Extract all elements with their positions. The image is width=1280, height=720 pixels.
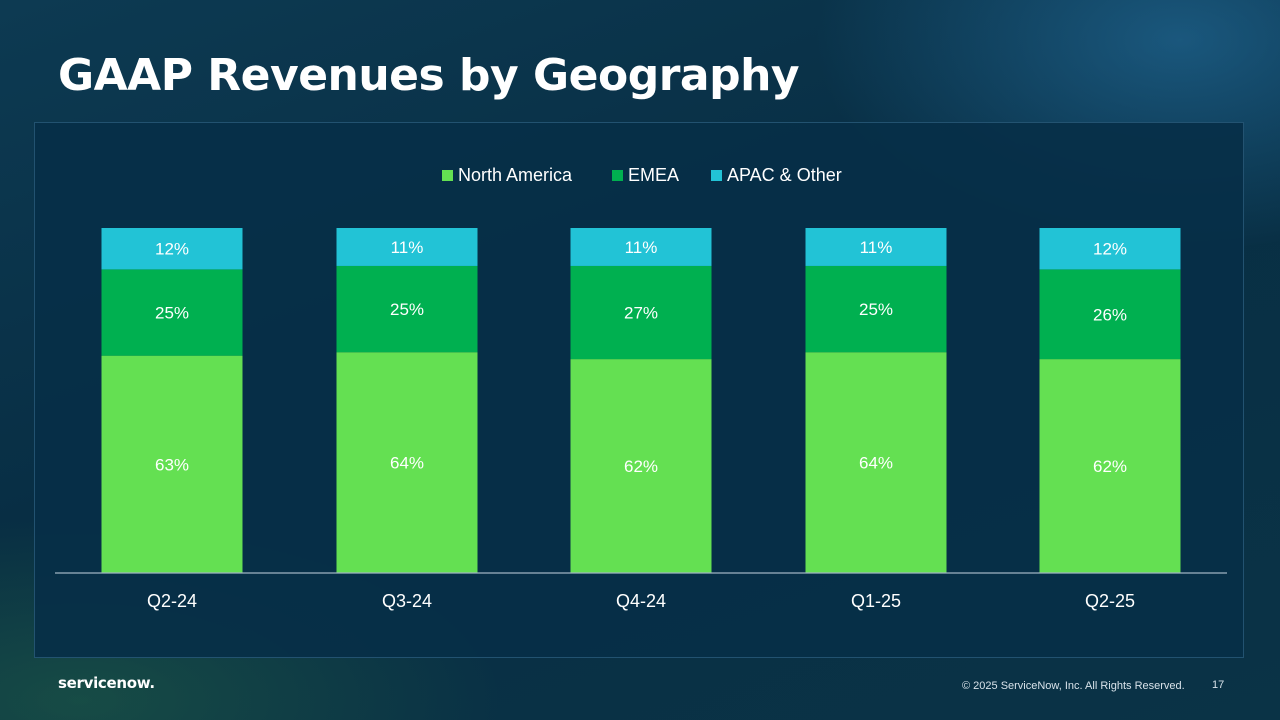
bar-emea-q2-24 <box>101 269 243 356</box>
bar-north-america-q1-25 <box>805 352 947 573</box>
stacked-bar-chart: 63% 25% 12% Q2-24 64% 25% 11% Q3-24 62% 27% 11% Q4-… <box>55 165 1227 611</box>
bar-emea-q4-24 <box>570 265 712 360</box>
bar-emea-q3-24 <box>336 265 478 353</box>
data-label-north-america-q2-25: 62% <box>1093 457 1127 476</box>
copyright-text: © 2025 ServiceNow, Inc. All Rights Reser… <box>962 680 1185 692</box>
x-tick-label-q2-25: Q2-25 <box>1085 591 1135 611</box>
bar-north-america-q4-24 <box>570 359 712 573</box>
legend-swatch-emea <box>612 170 623 181</box>
legend-swatch-apac-and-other <box>711 170 722 181</box>
bar-north-america-q2-24 <box>101 355 243 573</box>
x-tick-label-q2-24: Q2-24 <box>147 591 197 611</box>
data-label-emea-q4-24: 27% <box>624 304 658 323</box>
servicenow-logo: servicenow. <box>58 674 155 692</box>
page-number: 17 <box>1212 679 1225 691</box>
legend-label-emea: EMEA <box>628 165 679 185</box>
data-label-emea-q3-24: 25% <box>390 300 424 319</box>
legend-label-apac-and-other: APAC & Other <box>727 165 842 185</box>
bar-apac-and-other-q3-24 <box>336 228 478 266</box>
data-label-north-america-q4-24: 62% <box>624 457 658 476</box>
x-tick-label-q3-24: Q3-24 <box>382 591 432 611</box>
legend-swatch-north-america <box>442 170 453 181</box>
data-label-emea-q2-24: 25% <box>155 304 189 323</box>
bar-emea-q2-25 <box>1039 269 1181 360</box>
bar-apac-and-other-q4-24 <box>570 228 712 266</box>
data-label-apac-and-other-q2-24: 12% <box>155 240 189 259</box>
bar-apac-and-other-q2-24 <box>101 228 243 270</box>
data-label-apac-and-other-q4-24: 11% <box>625 238 658 257</box>
bar-north-america-q3-24 <box>336 352 478 573</box>
data-label-north-america-q2-24: 63% <box>155 455 189 474</box>
chart-panel: 63% 25% 12% Q2-24 64% 25% 11% Q3-24 62% 27% 11% Q4-… <box>34 122 1244 658</box>
data-label-apac-and-other-q1-25: 11% <box>860 238 893 257</box>
data-label-emea-q1-25: 25% <box>859 300 893 319</box>
bar-apac-and-other-q1-25 <box>805 228 947 266</box>
data-label-emea-q2-25: 26% <box>1093 305 1127 324</box>
x-tick-label-q1-25: Q1-25 <box>851 591 901 611</box>
data-label-apac-and-other-q3-24: 11% <box>391 238 424 257</box>
data-label-north-america-q3-24: 64% <box>390 454 424 473</box>
data-label-north-america-q1-25: 64% <box>859 454 893 473</box>
bar-apac-and-other-q2-25 <box>1039 228 1181 270</box>
bar-north-america-q2-25 <box>1039 359 1181 573</box>
bar-emea-q1-25 <box>805 265 947 353</box>
data-label-apac-and-other-q2-25: 12% <box>1093 240 1127 259</box>
legend-label-north-america: North America <box>458 165 573 185</box>
x-tick-label-q4-24: Q4-24 <box>616 591 666 611</box>
page-title: GAAP Revenues by Geography <box>58 50 800 101</box>
